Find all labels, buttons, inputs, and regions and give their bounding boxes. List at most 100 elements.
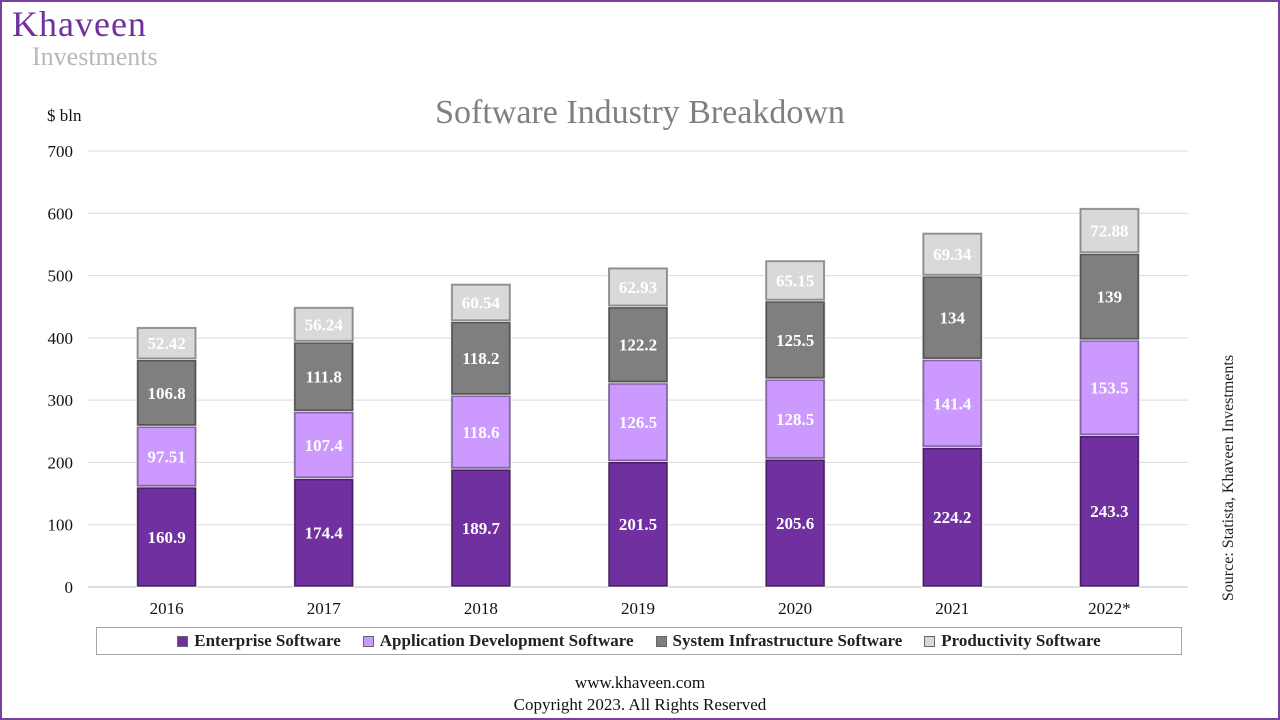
- data-label: 224.2: [933, 508, 971, 527]
- data-label: 153.5: [1090, 379, 1128, 398]
- x-tick-label: 2016: [150, 599, 184, 618]
- bar-segment-edge: [136, 326, 197, 360]
- data-label: 56.24: [305, 315, 344, 334]
- data-label: 52.42: [147, 334, 185, 353]
- bar-segment: [607, 306, 669, 384]
- data-label: 62.93: [619, 278, 657, 297]
- y-tick-label: 100: [48, 516, 74, 535]
- legend-label: Enterprise Software: [194, 631, 341, 650]
- y-tick-label: 400: [48, 329, 74, 348]
- bar-segment: [450, 320, 512, 396]
- data-label: 243.3: [1090, 502, 1128, 521]
- bar-segment-edge: [922, 447, 983, 588]
- x-tick-label: 2022*: [1088, 599, 1131, 618]
- bar-segment: [1078, 339, 1140, 436]
- footer-copyright: Copyright 2023. All Rights Reserved: [513, 695, 767, 714]
- chart-legend: Enterprise Software Application Developme…: [96, 627, 1182, 655]
- data-label: 125.5: [776, 331, 814, 350]
- brand-subtitle: Investments: [32, 42, 158, 71]
- bar-segment: [1078, 252, 1140, 341]
- bar-segment: [764, 300, 826, 380]
- data-label: 189.7: [462, 519, 501, 538]
- data-label: 174.4: [305, 524, 344, 543]
- legend-item: Productivity Software: [924, 631, 1101, 651]
- data-label: 118.6: [462, 423, 499, 442]
- bar-segment: [607, 460, 669, 588]
- bar-segment: [136, 326, 198, 361]
- bar-segment-edge: [450, 394, 511, 469]
- legend-swatch: [177, 635, 189, 647]
- x-tick-label: 2020: [778, 599, 812, 618]
- brand-logo: Khaveen Investments: [12, 4, 158, 70]
- data-label: 118.2: [462, 349, 499, 368]
- bar-segment: [136, 425, 198, 488]
- data-label: 139: [1097, 288, 1123, 307]
- legend-item: Application Development Software: [362, 631, 634, 651]
- legend-swatch: [362, 635, 374, 647]
- bar-segment-edge: [922, 232, 983, 276]
- legend-item: System Infrastructure Software: [655, 631, 903, 651]
- data-label: 122.2: [619, 336, 657, 355]
- bar-segment: [607, 266, 669, 308]
- y-axis-label: $ bln: [47, 106, 82, 125]
- bar-segment: [450, 394, 512, 470]
- bar-segment-edge: [608, 267, 668, 307]
- x-tick-label: 2021: [935, 599, 969, 618]
- bar-segment-edge: [450, 283, 511, 322]
- legend-label: System Infrastructure Software: [672, 631, 903, 650]
- bar-segment: [450, 468, 512, 588]
- data-label: 69.34: [933, 245, 972, 264]
- bar-segment: [293, 306, 355, 343]
- bar-segment-edge: [450, 321, 511, 395]
- bar-segment: [764, 259, 826, 302]
- chart-title: Software Industry Breakdown: [435, 94, 845, 131]
- legend-label: Productivity Software: [941, 631, 1101, 650]
- bar-segment-edge: [1079, 435, 1140, 587]
- legend-item: Enterprise Software: [177, 631, 341, 651]
- bar-segment-edge: [1079, 253, 1140, 340]
- data-label: 141.4: [933, 394, 972, 413]
- data-label: 160.9: [147, 528, 185, 547]
- y-tick-label: 500: [48, 267, 74, 286]
- bar-segment: [136, 486, 198, 588]
- bar-segment-edge: [765, 378, 826, 459]
- bar-segment: [921, 446, 983, 588]
- data-label: 201.5: [619, 515, 657, 534]
- bar-segment-edge: [136, 426, 197, 487]
- data-label: 72.88: [1090, 222, 1128, 241]
- bar-segment: [921, 232, 983, 277]
- bar-segment-edge: [136, 486, 197, 587]
- bar-segment-edge: [765, 458, 826, 588]
- bar-segment: [764, 458, 826, 588]
- bar-segment-edge: [765, 300, 826, 379]
- legend-swatch: [655, 635, 667, 647]
- bar-segment-edge: [608, 306, 668, 383]
- bar-segment: [1078, 434, 1140, 588]
- bar-segment-edge: [293, 478, 354, 588]
- bar-segment-edge: [765, 260, 826, 301]
- y-tick-label: 300: [48, 391, 74, 410]
- bar-segment-edge: [922, 359, 983, 448]
- bar-segment: [607, 382, 669, 462]
- data-label: 134: [940, 309, 966, 328]
- data-label: 97.51: [147, 447, 185, 466]
- bar-segment-edge: [136, 359, 197, 427]
- data-label: 205.6: [776, 514, 814, 533]
- bar-segment-edge: [293, 341, 354, 412]
- y-tick-label: 0: [65, 578, 74, 597]
- bar-segment-edge: [922, 275, 983, 360]
- bar-segment: [450, 283, 512, 322]
- legend-label: Application Development Software: [379, 631, 634, 650]
- bar-segment-edge: [608, 461, 668, 588]
- footer-website: www.khaveen.com: [574, 673, 706, 692]
- y-tick-label: 600: [48, 204, 74, 223]
- bar-segment-edge: [1079, 339, 1140, 436]
- source-note: Source: Statista, Khaveen Investments: [1220, 354, 1237, 602]
- data-label: 111.8: [306, 368, 342, 387]
- bar-segment: [921, 358, 983, 448]
- bar-segment: [921, 275, 983, 360]
- x-tick-label: 2019: [621, 599, 655, 618]
- data-label: 126.5: [619, 413, 657, 432]
- brand-name: Khaveen: [12, 4, 147, 44]
